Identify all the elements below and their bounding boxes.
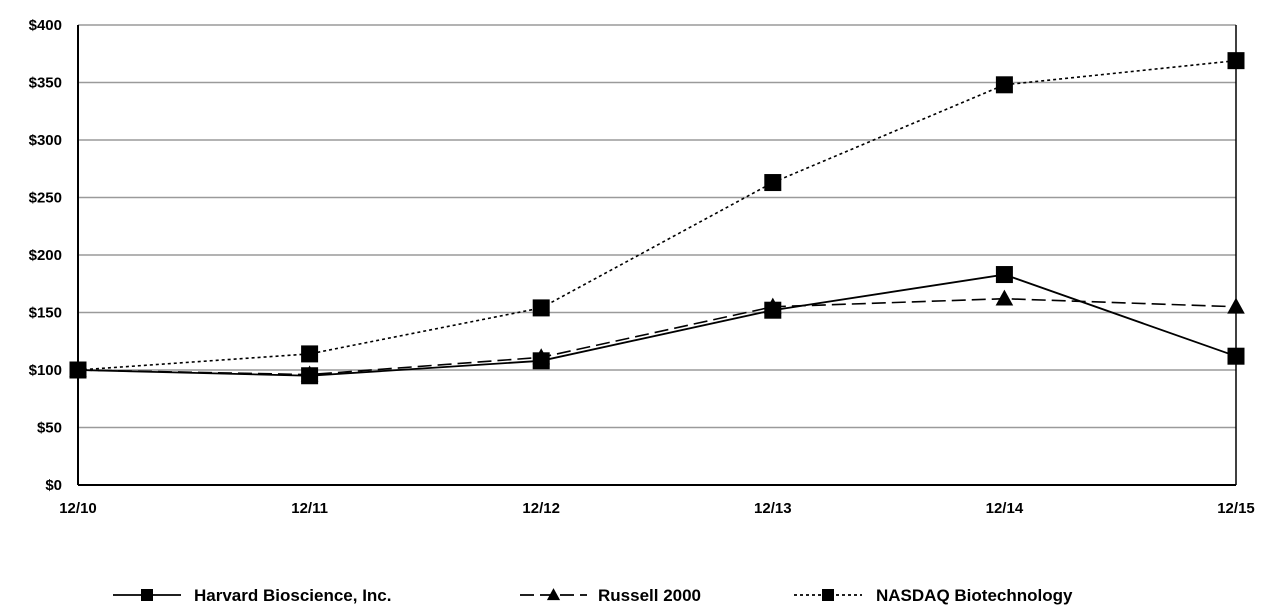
y-tick-label: $0 [45,477,62,494]
y-tick-label: $200 [29,247,62,264]
legend-item: Harvard Bioscience, Inc. [113,586,391,605]
data-point [764,174,782,192]
data-point [764,301,782,319]
data-point [1227,297,1245,314]
data-point [995,289,1014,306]
data-point [532,299,550,317]
series-harvard-bioscience-inc [69,266,1245,385]
y-tick-label: $300 [29,132,62,149]
x-tick-label: 12/10 [59,500,97,517]
x-tick-label: 12/13 [754,500,792,517]
series-nasdaq-biotechnology [69,52,1245,379]
axes [77,25,1237,486]
x-tick-label: 12/12 [522,500,560,517]
x-tick-label: 12/15 [1217,500,1255,517]
data-point [301,367,319,385]
data-point [1227,347,1245,365]
y-tick-label: $250 [29,190,62,207]
y-tick-label: $150 [29,305,62,322]
y-tick-label: $50 [37,420,62,437]
x-tick-labels: 12/10 12/11 12/12 12/13 12/14 12/15 [59,500,1255,517]
legend-label: NASDAQ Biotechnology [876,586,1073,605]
x-tick-label: 12/11 [291,500,328,517]
legend-marker [822,589,834,601]
y-tick-label: $100 [29,362,62,379]
data-point [532,352,550,370]
data-point [301,345,319,363]
y-tick-labels: $0 $50 $100 $150 $200 $250 $300 $350 $400 [29,17,62,494]
data-point [995,76,1013,94]
legend: Harvard Bioscience, Inc. Russell 2000 NASD… [113,586,1073,605]
y-tick-label: $350 [29,75,62,92]
data-point [69,361,87,379]
gridlines [78,24,1236,429]
legend-item: NASDAQ Biotechnology [794,586,1073,605]
data-point [995,266,1013,284]
data-point [1227,52,1245,70]
series-line [77,273,1237,377]
x-tick-label: 12/14 [986,500,1024,517]
y-tick-label: $400 [29,17,62,34]
series [69,52,1245,385]
legend-label: Russell 2000 [598,586,701,605]
legend-marker [141,589,153,601]
legend-label: Harvard Bioscience, Inc. [194,586,391,605]
series-line [77,59,1237,371]
series-line [77,297,1237,376]
legend-marker [546,588,561,601]
legend-item: Russell 2000 [520,586,701,605]
